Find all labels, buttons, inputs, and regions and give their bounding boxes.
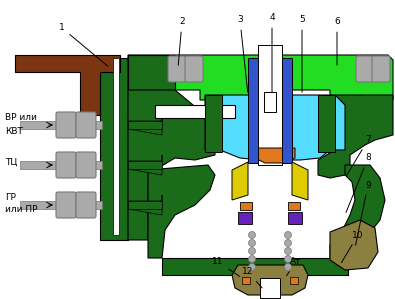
FancyBboxPatch shape (56, 112, 76, 138)
Polygon shape (318, 95, 393, 178)
Polygon shape (255, 148, 295, 163)
Text: ГР: ГР (5, 193, 16, 202)
Text: или ПР: или ПР (5, 205, 38, 214)
Bar (242, 277, 250, 284)
Text: 10: 10 (341, 231, 364, 263)
Polygon shape (128, 195, 162, 215)
Polygon shape (100, 58, 128, 240)
Bar (240, 202, 252, 210)
Bar (113, 58, 119, 235)
FancyBboxPatch shape (168, 56, 186, 82)
Circle shape (248, 256, 256, 263)
Text: 3: 3 (237, 16, 248, 92)
Text: ВР или: ВР или (5, 114, 37, 123)
Polygon shape (205, 95, 222, 152)
FancyBboxPatch shape (185, 56, 203, 82)
Bar (282, 58, 292, 163)
Polygon shape (330, 220, 378, 270)
FancyBboxPatch shape (372, 56, 390, 82)
Text: 2: 2 (178, 18, 185, 65)
Polygon shape (128, 155, 162, 175)
Bar (258, 45, 282, 165)
Circle shape (248, 263, 256, 271)
FancyBboxPatch shape (76, 192, 96, 218)
Circle shape (248, 239, 256, 246)
Polygon shape (128, 90, 215, 240)
Polygon shape (205, 95, 345, 160)
Text: 7: 7 (346, 135, 371, 176)
Polygon shape (128, 55, 393, 100)
Polygon shape (330, 165, 385, 258)
Text: 8: 8 (346, 153, 371, 212)
Polygon shape (232, 162, 248, 200)
Bar (288, 212, 302, 224)
Circle shape (284, 263, 292, 271)
Text: 5: 5 (299, 16, 305, 92)
Text: ТЦ: ТЦ (5, 158, 17, 167)
Text: 11: 11 (212, 257, 240, 277)
Bar (128, 201, 162, 209)
Circle shape (284, 239, 292, 246)
Text: 1: 1 (59, 24, 108, 66)
Text: Ат: Ат (287, 257, 302, 276)
Circle shape (284, 231, 292, 239)
Polygon shape (318, 95, 335, 152)
Circle shape (284, 256, 292, 263)
Bar (20, 161, 102, 169)
Circle shape (248, 231, 256, 239)
FancyBboxPatch shape (76, 112, 96, 138)
Bar (264, 92, 276, 112)
Polygon shape (148, 165, 215, 258)
Polygon shape (15, 55, 120, 115)
Circle shape (284, 248, 292, 254)
Text: 12: 12 (242, 268, 262, 288)
Bar (290, 277, 298, 284)
Bar (155, 105, 235, 118)
Bar (20, 201, 102, 209)
Bar (260, 278, 280, 298)
Polygon shape (128, 115, 162, 135)
Text: 6: 6 (334, 18, 340, 65)
Text: 9: 9 (356, 181, 371, 245)
Bar (238, 212, 252, 224)
Circle shape (248, 248, 256, 254)
Bar (128, 121, 162, 129)
Polygon shape (128, 55, 175, 115)
FancyBboxPatch shape (56, 192, 76, 218)
Bar (288, 202, 300, 210)
Polygon shape (232, 265, 308, 295)
FancyBboxPatch shape (356, 56, 374, 82)
Text: 4: 4 (269, 13, 275, 92)
FancyBboxPatch shape (76, 152, 96, 178)
Bar (248, 58, 258, 163)
Polygon shape (292, 162, 308, 200)
FancyBboxPatch shape (56, 152, 76, 178)
Bar (128, 161, 162, 169)
Polygon shape (162, 258, 348, 275)
Text: КВТ: КВТ (5, 126, 23, 135)
Bar (20, 121, 102, 129)
